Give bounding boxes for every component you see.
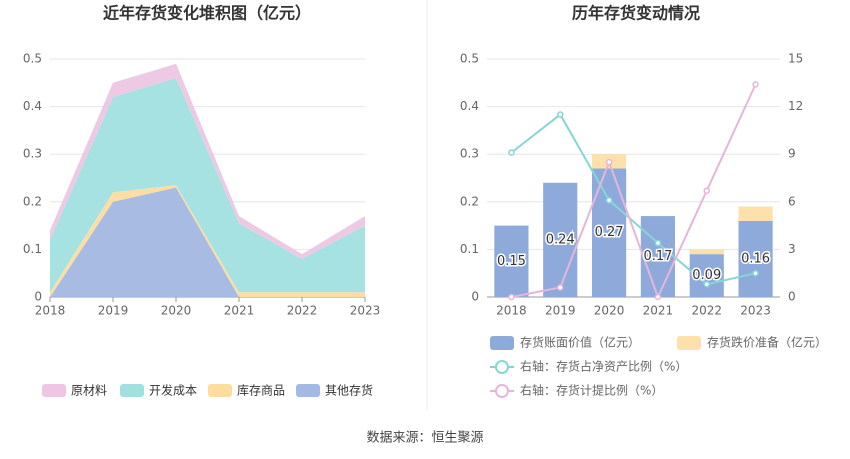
bar: [640, 216, 676, 297]
legend-swatch: [677, 336, 701, 350]
legend-label: 库存商品: [237, 383, 285, 398]
y-tick-label: 0.3: [460, 147, 479, 161]
legend-label: 存货账面价值（亿元）: [520, 335, 640, 350]
legend-label: 右轴：存货计提比例（%）: [520, 383, 663, 398]
x-tick-label: 2021: [643, 304, 674, 318]
legend-label: 开发成本: [149, 383, 197, 398]
legend-label: 其他存货: [325, 383, 373, 398]
value-label: 0.24: [546, 232, 575, 247]
bar: [494, 225, 529, 297]
x-tick-label: 2021: [224, 304, 255, 318]
legend-swatch: [208, 384, 232, 397]
y2-tick-label: 15: [788, 52, 803, 66]
chart-title: 历年存货变动情况: [572, 4, 700, 23]
y2-tick-label: 6: [788, 194, 796, 208]
legend-marker: [495, 360, 509, 374]
value-label: 0.17: [643, 249, 672, 264]
y-tick-label: 0.1: [23, 242, 42, 256]
x-tick-label: 2020: [161, 304, 192, 318]
chart-title: 近年存货变化堆积图（亿元）: [103, 4, 311, 23]
legend-label: 存货跌价准备（亿元）: [707, 335, 827, 350]
x-tick-label: 2018: [35, 304, 66, 318]
line-point: [605, 158, 613, 166]
line-point: [703, 281, 710, 288]
line-point: [654, 239, 662, 247]
line-point: [605, 196, 613, 204]
y-tick-label: 0.2: [460, 194, 479, 208]
y-tick-label: 0: [34, 290, 42, 304]
legend-label: 原材料: [71, 384, 107, 398]
legend-swatch: [296, 384, 320, 397]
x-tick-label: 2019: [98, 304, 129, 318]
y-tick-label: 0.5: [23, 52, 42, 66]
value-label: 0.16: [741, 251, 770, 266]
line-point: [508, 293, 515, 301]
y2-tick-label: 3: [788, 242, 796, 256]
y2-tick-label: 0: [788, 290, 796, 304]
legend-label: 右轴：存货占净资产比例（%）: [520, 359, 687, 374]
area: [50, 78, 365, 293]
area: [50, 63, 365, 259]
y-tick-label: 0.5: [460, 52, 479, 66]
y-tick-label: 0.4: [23, 99, 42, 113]
y2-tick-label: 12: [788, 99, 803, 113]
value-label: 0.27: [595, 225, 624, 240]
line-point: [752, 81, 759, 88]
x-tick-label: 2023: [350, 304, 381, 318]
x-tick-label: 2020: [594, 304, 625, 318]
bar: [738, 220, 773, 297]
line-point: [557, 284, 564, 291]
x-tick-label: 2022: [691, 304, 722, 318]
line-point: [557, 111, 564, 118]
area: [50, 187, 365, 297]
y-tick-label: 0: [471, 290, 479, 304]
x-tick-label: 2022: [287, 304, 318, 318]
bar: [689, 249, 724, 255]
y-tick-label: 0.2: [23, 194, 42, 208]
line: [511, 83, 757, 300]
legend-swatch: [490, 336, 514, 350]
y-tick-label: 0.1: [460, 242, 479, 256]
legend-marker: [495, 384, 509, 398]
value-label: 0.15: [497, 254, 526, 269]
y2-tick-label: 9: [788, 147, 796, 161]
line-point: [703, 187, 710, 194]
legend-swatch: [42, 384, 66, 397]
line-point: [654, 293, 662, 301]
x-tick-label: 2023: [740, 304, 771, 318]
legend-swatch: [120, 384, 144, 397]
line-point: [508, 149, 515, 156]
x-tick-label: 2018: [496, 304, 527, 318]
bar: [738, 206, 773, 221]
footer: 数据来源：恒生聚源: [366, 431, 483, 446]
y-tick-label: 0.4: [460, 99, 479, 113]
value-label: 0.09: [692, 268, 721, 283]
y-tick-label: 0.3: [23, 147, 42, 161]
line-point: [752, 269, 759, 277]
bar: [543, 182, 578, 297]
line: [510, 113, 756, 286]
area: [50, 185, 365, 297]
x-tick-label: 2019: [545, 304, 576, 318]
